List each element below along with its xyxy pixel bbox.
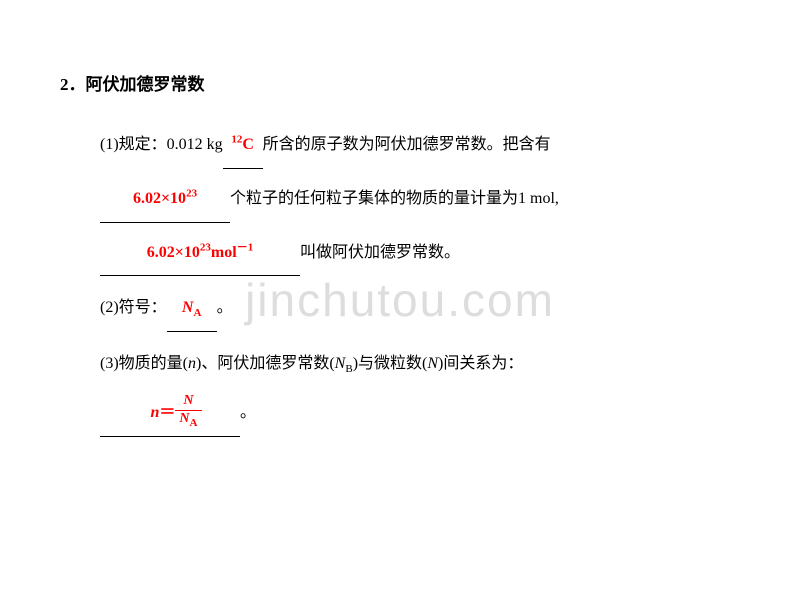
item2-n: N — [182, 299, 194, 316]
content-wrapper: 2．阿伏加德罗常数 (1)规定：0.012 kg12C所含的原子数为阿伏加德罗常… — [60, 70, 740, 437]
item1-line1: (1)规定：0.012 kg12C所含的原子数为阿伏加德罗常数。把含有 — [100, 123, 740, 169]
blank-1-text: 12C — [223, 123, 262, 168]
blank-2: 6.02×1023 — [100, 177, 230, 223]
blank-4-text: NA — [174, 286, 210, 331]
item2-line: (2)符号： NA 。 — [100, 286, 740, 332]
frac-num: N — [175, 393, 201, 411]
item3-line2: n＝NNA 。 — [100, 391, 740, 437]
eq-sign: ＝ — [159, 404, 175, 421]
frac-den-sub: A — [190, 417, 198, 429]
item3-ncap: N — [427, 355, 438, 372]
frac-den: NA — [175, 411, 201, 430]
item3-mid3: )间关系为： — [438, 355, 523, 372]
item3-n: n — [188, 355, 196, 372]
item3-na-n: N — [335, 355, 346, 372]
item1-after2: 个粒子的任何粒子集体的物质的量计量为1 mol, — [230, 190, 559, 207]
blank-2-text: 6.02×1023 — [125, 177, 205, 222]
blank3-suffix: mol — [211, 244, 237, 261]
item1-line2: 6.02×1023 个粒子的任何粒子集体的物质的量计量为1 mol, — [100, 177, 740, 223]
blank1-sup: 12 — [231, 134, 242, 146]
fraction: NNA — [175, 393, 201, 430]
item1-prefix: (1)规定：0.012 kg — [100, 136, 223, 153]
item3-na-sub: B — [345, 363, 352, 375]
item3-mid1: )、阿伏加德罗常数( — [196, 355, 335, 372]
item3-mid2: )与微粒数( — [353, 355, 428, 372]
blank-5-text: n＝NNA — [131, 391, 210, 436]
blank3-prefix: 6.02×10 — [147, 244, 200, 261]
item2-suffix: 。 — [217, 299, 233, 316]
item3-prefix: (3)物质的量( — [100, 355, 188, 372]
item2-sub: A — [193, 308, 201, 320]
content-block: (1)规定：0.012 kg12C所含的原子数为阿伏加德罗常数。把含有 6.02… — [60, 123, 740, 437]
blank-3-text: 6.02×1023mol－1 — [139, 231, 261, 276]
item3-line1: (3)物质的量(n)、阿伏加德罗常数(NB)与微粒数(N)间关系为： — [100, 342, 740, 387]
blank1-element: C — [242, 136, 254, 153]
blank3-exp2: －1 — [237, 241, 254, 253]
blank-3: 6.02×1023mol－1 — [100, 231, 300, 277]
blank2-exp: 23 — [186, 187, 197, 199]
section-title: 2．阿伏加德罗常数 — [60, 70, 740, 95]
item1-line3: 6.02×1023mol－1 叫做阿伏加德罗常数。 — [100, 231, 740, 277]
blank-4: NA — [167, 286, 217, 332]
blank-1: 12C — [223, 123, 263, 169]
blank3-exp: 23 — [200, 241, 211, 253]
item2-prefix: (2)符号： — [100, 299, 167, 316]
item1-after3: 叫做阿伏加德罗常数。 — [300, 244, 460, 261]
blank-5: n＝NNA — [100, 391, 240, 437]
item3-suffix: 。 — [240, 404, 256, 421]
frac-den-n: N — [179, 411, 189, 426]
item1-after1: 所含的原子数为阿伏加德罗常数。把含有 — [263, 136, 551, 153]
blank2-prefix: 6.02×10 — [133, 190, 186, 207]
